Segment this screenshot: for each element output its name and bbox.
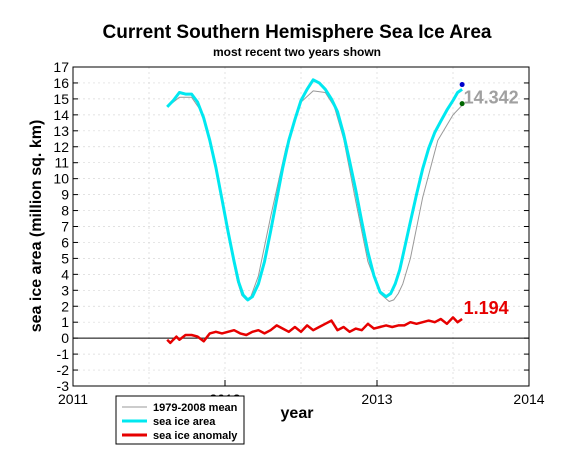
y-tick-label: 6 <box>61 234 69 250</box>
annotation-area-value: 14.342 <box>464 88 519 108</box>
series-line-mean <box>166 90 463 302</box>
y-tick-label: -3 <box>57 378 70 394</box>
x-axis-label: year <box>281 405 314 422</box>
x-tick-label: 2011 <box>58 391 88 407</box>
y-tick-label: 15 <box>53 91 69 107</box>
y-tick-label: 9 <box>61 187 69 203</box>
series-group <box>166 78 463 345</box>
y-tick-label: 4 <box>61 266 69 282</box>
legend-label-area: sea ice area <box>153 416 216 428</box>
y-tick-label: 5 <box>61 250 69 266</box>
chart-title: Current Southern Hemisphere Sea Ice Area <box>103 22 492 43</box>
series-line-anomaly <box>166 316 463 345</box>
markers-group <box>459 82 465 107</box>
latest-mean-marker <box>459 101 465 107</box>
latest-area-marker <box>459 82 465 88</box>
annotations-group: 14.342 1.194 <box>464 88 519 319</box>
x-tick-label: 2014 <box>513 391 544 407</box>
y-tick-label: 17 <box>53 59 69 75</box>
legend-label-mean: 1979-2008 mean <box>153 402 238 414</box>
y-tick-label: 10 <box>53 171 69 187</box>
x-tick-label: 2013 <box>361 391 392 407</box>
annotation-anomaly-value: 1.194 <box>464 298 509 318</box>
y-tick-label: 0 <box>61 330 69 346</box>
legend: 1979-2008 mean sea ice area sea ice anom… <box>115 395 245 445</box>
y-tick-label: 2 <box>61 298 69 314</box>
y-tick-label: 14 <box>53 107 69 123</box>
legend-label-anomaly: sea ice anomaly <box>153 430 238 442</box>
y-tick-label: 7 <box>61 219 69 235</box>
series-line-area <box>166 78 463 302</box>
y-tick-label: 3 <box>61 282 69 298</box>
y-tick-label: 1 <box>61 314 69 330</box>
y-tick-label: 13 <box>53 123 69 139</box>
y-tick-label: 16 <box>53 75 69 91</box>
y-tick-label: 12 <box>53 139 69 155</box>
chart-subtitle: most recent two years shown <box>213 45 381 59</box>
y-tick-label: 11 <box>54 155 69 171</box>
y-tick-label: 8 <box>61 203 69 219</box>
y-tick-label: -1 <box>57 346 70 362</box>
y-tick-label: -2 <box>57 362 70 378</box>
y-axis-label: sea ice area (million sq. km) <box>28 120 45 333</box>
